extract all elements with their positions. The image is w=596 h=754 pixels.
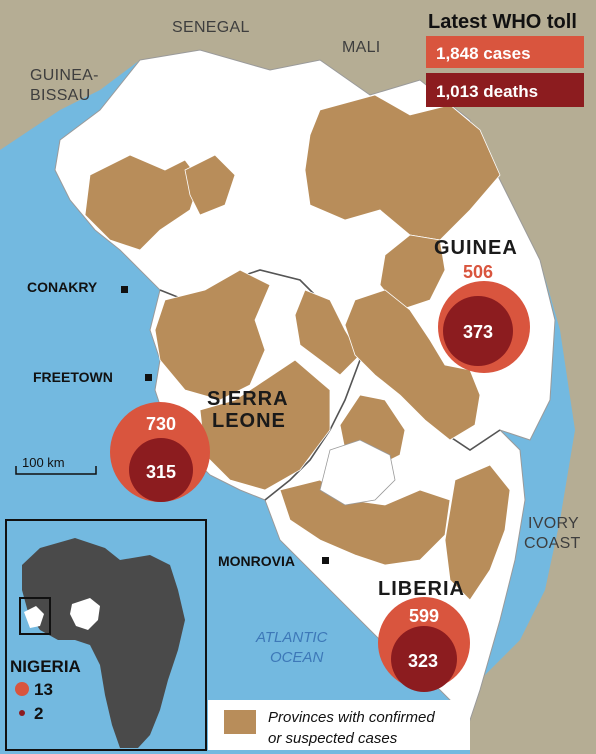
label-conakry: CONAKRY — [27, 279, 98, 295]
case-dot-icon — [15, 682, 29, 696]
deaths-sierra-leone: 315 — [146, 462, 176, 482]
label-mali: MALI — [342, 39, 381, 56]
city-marker-conakry — [121, 286, 128, 293]
legend-line-1: Provinces with confirmed — [268, 709, 435, 726]
deaths-circle-guinea — [443, 296, 513, 366]
label-ocean-2: OCEAN — [270, 649, 324, 666]
toll-deaths-box — [426, 73, 584, 107]
bubble-guinea: 506 373 — [438, 262, 530, 373]
label-ocean-1: ATLANTIC — [255, 629, 328, 646]
inset-country: NIGERIA — [10, 657, 81, 676]
cases-guinea: 506 — [463, 262, 493, 282]
label-ivory-coast-2: COAST — [524, 535, 581, 552]
label-senegal: SENEGAL — [172, 19, 250, 36]
inset-africa-land — [22, 538, 185, 748]
legend: Provinces with confirmed or suspected ca… — [208, 700, 470, 750]
toll-title: Latest WHO toll — [428, 11, 577, 33]
country-border — [264, 359, 361, 501]
toll-cases-box — [426, 36, 584, 68]
scale-bar: 100 km — [15, 455, 97, 475]
label-monrovia: MONROVIA — [218, 553, 295, 569]
inset-nigeria — [70, 598, 100, 630]
deaths-guinea: 373 — [463, 322, 493, 342]
toll-cases: 1,848 cases — [436, 44, 531, 63]
deaths-circle-liberia — [391, 626, 457, 692]
deaths-circle-sierra-leone — [129, 438, 193, 502]
affected-province — [444, 464, 511, 601]
inset-cases: 13 — [34, 680, 53, 699]
toll-deaths: 1,013 deaths — [436, 82, 538, 101]
affected-provinces — [84, 94, 511, 601]
deaths-liberia: 323 — [408, 651, 438, 671]
label-guinea-bissau-2: BISSAU — [30, 87, 91, 104]
label-guinea: GUINEA — [434, 237, 518, 259]
legend-line-2: or suspected cases — [268, 730, 398, 747]
label-ivory-coast-1: IVORY — [528, 515, 579, 532]
affected-province — [294, 289, 361, 376]
inset-deaths: 2 — [34, 704, 43, 723]
cases-liberia: 599 — [409, 606, 439, 626]
affected-province — [344, 289, 481, 441]
unaffected-province — [319, 439, 396, 506]
label-freetown: FREETOWN — [33, 369, 113, 385]
label-guinea-bissau-1: GUINEA- — [30, 67, 99, 84]
affected-province — [199, 359, 331, 491]
who-toll: Latest WHO toll 1,848 cases 1,013 deaths — [426, 11, 584, 107]
death-dot-icon — [19, 710, 25, 716]
label-liberia: LIBERIA — [378, 578, 465, 600]
inset-focus-box — [19, 597, 51, 635]
cases-sierra-leone: 730 — [146, 414, 176, 434]
label-sierra-leone-1: SIERRA — [207, 388, 289, 410]
city-marker-monrovia — [322, 557, 329, 564]
inset-africa: NIGERIA 13 2 — [5, 519, 207, 751]
inset-west-africa — [24, 606, 44, 628]
bubble-sierra-leone: 730 315 — [110, 402, 210, 502]
legend-swatch — [224, 710, 256, 734]
affected-province — [154, 269, 271, 401]
affected-province — [379, 234, 446, 311]
affected-province — [184, 154, 236, 216]
city-marker-freetown — [145, 374, 152, 381]
label-sierra-leone-2: LEONE — [212, 410, 286, 432]
scale-label: 100 km — [22, 455, 65, 470]
bubble-liberia: 599 323 — [378, 597, 470, 692]
affected-province — [84, 154, 201, 251]
